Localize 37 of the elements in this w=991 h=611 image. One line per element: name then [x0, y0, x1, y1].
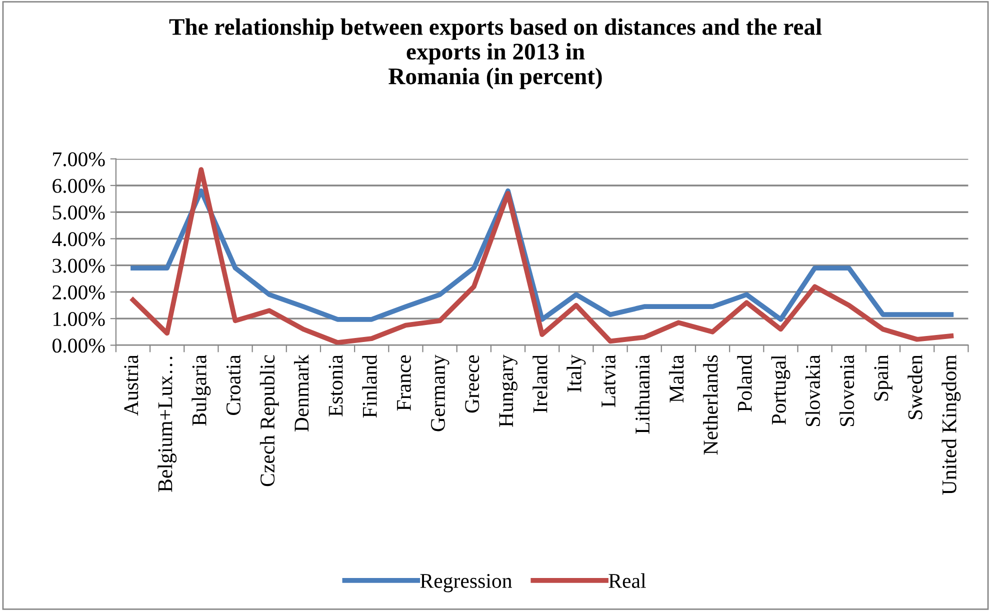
legend-label: Regression — [420, 574, 512, 592]
y-tick-label: 4.00% — [52, 232, 105, 246]
y-tick-label: 6.00% — [52, 178, 105, 194]
x-tick-label: Austria — [124, 354, 138, 416]
y-tick-label: 1.00% — [54, 312, 105, 326]
x-tick-label: Estonia — [328, 354, 343, 416]
x-tick-label: Italy — [566, 354, 586, 392]
y-tick-label: 3.00% — [52, 258, 105, 273]
y-tick-label: 5.00% — [52, 205, 105, 220]
y-tick-label: 7.00% — [53, 152, 105, 166]
x-tick-label: Poland — [737, 354, 752, 412]
x-tick-label: Portugal — [771, 354, 790, 425]
x-tick-label: Germany — [430, 354, 450, 432]
x-tick-label: Belgium+Lux… — [158, 356, 177, 492]
x-tick-label: Slovenia — [839, 354, 854, 426]
chart-title: The relationship between exports based on distances and the real exports in 2013 in Romania (in percent) — [169, 18, 822, 90]
y-tick-label: 2.00% — [52, 285, 105, 300]
x-tick-label: Netherlands — [703, 355, 718, 455]
x-tick-label: France — [397, 355, 411, 411]
legend-label: Real — [608, 573, 646, 588]
x-tick-label: Malta — [668, 354, 684, 403]
x-tick-label: Sweden — [908, 354, 922, 420]
x-tick-label: United Kingdom — [942, 354, 961, 495]
x-tick-label: Bulgaria — [192, 354, 211, 426]
x-tick-label: Finland — [362, 354, 377, 418]
x-tick-label: Greece — [465, 355, 480, 413]
x-tick-label: Croatia — [226, 354, 240, 415]
x-tick-label: Ireland — [532, 354, 548, 413]
x-tick-label: Czech Republic — [260, 355, 279, 486]
x-tick-label: Denmark — [294, 354, 309, 432]
x-tick-label: Lithuania — [634, 354, 650, 434]
x-tick-label: Hungary — [499, 354, 518, 427]
line-series — [130, 167, 954, 345]
x-tick-label: Latvia — [601, 354, 616, 408]
x-tick-label: Spain — [874, 354, 892, 401]
x-tick-label: Slovakia — [805, 354, 820, 426]
y-tick-label: 0.00% — [52, 338, 105, 353]
